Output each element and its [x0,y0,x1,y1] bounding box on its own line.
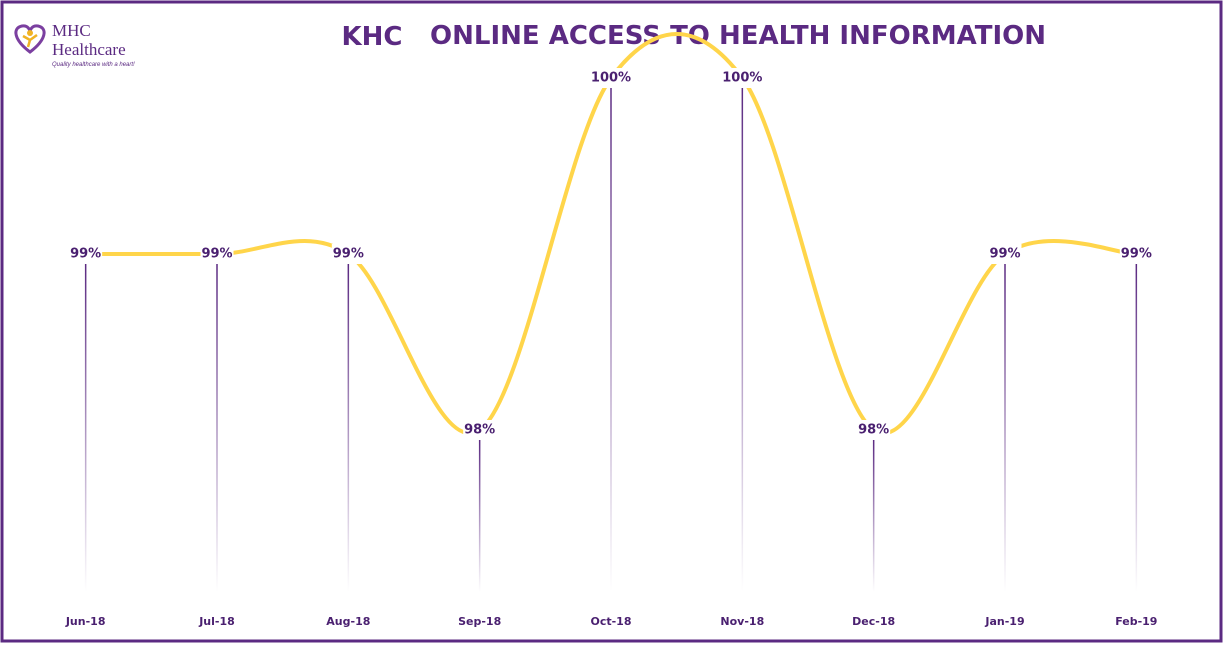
x-tick-label: Jun-18 [65,615,106,628]
data-label: 99% [70,247,101,262]
x-tick-label: Jan-19 [984,615,1024,628]
label-background [463,420,497,440]
drop-line [1135,264,1138,592]
label-background [590,68,632,88]
drop-line [84,264,87,592]
x-tick-label: Feb-19 [1115,615,1157,628]
drop-line [610,88,612,592]
label-background [331,244,365,264]
data-label: 99% [333,247,364,262]
x-tick-label: Aug-18 [326,615,370,628]
x-tick-label: Nov-18 [720,615,764,628]
label-background [721,68,764,88]
logo-text: Healthcare [52,40,126,59]
data-label: 100% [722,71,762,86]
data-label: 98% [858,423,889,438]
drop-line [216,264,218,592]
logo: MHC Healthcare Quality healthcare with a… [14,21,135,68]
x-tick-label: Jul-18 [198,615,235,628]
chart-title: ONLINE ACCESS TO HEALTH INFORMATION [430,21,1046,51]
x-tick-label: Dec-18 [852,615,895,628]
data-label: 98% [464,423,495,438]
drop-line [741,88,744,592]
data-label: 99% [201,247,232,262]
drop-line [347,264,350,592]
label-background [988,244,1022,264]
drop-line [478,440,481,592]
logo-text: MHC [52,21,91,40]
label-background [200,244,234,264]
x-tick-label: Sep-18 [458,615,501,628]
chart-title-prefix: KHC [342,22,403,52]
x-tick-label: Oct-18 [590,615,631,628]
data-label: 99% [1121,247,1152,262]
label-background [857,420,891,440]
logo-tagline: Quality healthcare with a heart! [52,62,135,68]
label-background [69,244,103,264]
logo-figure [27,30,33,36]
logo-figure [22,33,38,48]
drop-line [872,440,875,592]
data-label: 100% [591,71,631,86]
drop-line [1004,264,1006,592]
data-label: 99% [989,247,1020,262]
label-background [1119,244,1153,264]
